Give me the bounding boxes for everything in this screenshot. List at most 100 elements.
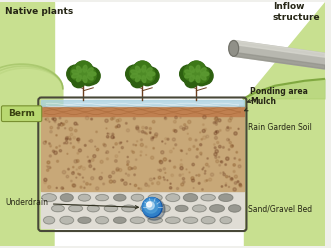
- Circle shape: [215, 117, 218, 120]
- Circle shape: [145, 183, 148, 186]
- Circle shape: [63, 188, 64, 189]
- Circle shape: [140, 151, 142, 153]
- Circle shape: [78, 69, 88, 79]
- Circle shape: [46, 166, 48, 167]
- Ellipse shape: [135, 75, 140, 82]
- Circle shape: [213, 122, 215, 124]
- Circle shape: [69, 127, 72, 131]
- Circle shape: [87, 156, 88, 157]
- Circle shape: [215, 123, 217, 125]
- Circle shape: [201, 139, 203, 140]
- Circle shape: [218, 145, 221, 148]
- Circle shape: [182, 128, 185, 130]
- Circle shape: [73, 171, 74, 173]
- Circle shape: [233, 170, 235, 173]
- Ellipse shape: [131, 194, 144, 201]
- Circle shape: [167, 138, 169, 140]
- Circle shape: [234, 157, 236, 159]
- Circle shape: [200, 152, 202, 155]
- Circle shape: [115, 155, 118, 157]
- Circle shape: [133, 144, 134, 146]
- Circle shape: [46, 118, 49, 121]
- Ellipse shape: [202, 72, 209, 76]
- Circle shape: [58, 124, 60, 126]
- Circle shape: [226, 157, 229, 160]
- Circle shape: [135, 145, 136, 146]
- Circle shape: [50, 126, 53, 129]
- Circle shape: [71, 172, 74, 175]
- Circle shape: [198, 182, 200, 184]
- Ellipse shape: [196, 65, 200, 72]
- Circle shape: [50, 146, 51, 147]
- Circle shape: [89, 184, 91, 185]
- Ellipse shape: [190, 75, 194, 82]
- Circle shape: [234, 175, 237, 178]
- Circle shape: [78, 149, 81, 152]
- Circle shape: [112, 171, 115, 174]
- Circle shape: [95, 146, 96, 147]
- Circle shape: [223, 173, 225, 176]
- Circle shape: [234, 182, 237, 184]
- Polygon shape: [234, 40, 325, 69]
- Circle shape: [173, 129, 175, 131]
- Circle shape: [195, 139, 197, 141]
- Circle shape: [173, 120, 176, 123]
- Circle shape: [70, 143, 71, 144]
- Circle shape: [134, 184, 137, 186]
- Circle shape: [52, 150, 55, 152]
- Circle shape: [84, 187, 85, 188]
- Circle shape: [229, 141, 231, 144]
- Circle shape: [163, 168, 166, 170]
- Circle shape: [221, 186, 223, 187]
- Circle shape: [54, 151, 57, 155]
- Circle shape: [137, 69, 147, 79]
- Bar: [41, 116, 244, 191]
- Circle shape: [181, 159, 182, 161]
- Circle shape: [135, 159, 137, 160]
- Ellipse shape: [190, 66, 194, 72]
- Circle shape: [57, 127, 59, 129]
- Circle shape: [194, 72, 208, 86]
- Ellipse shape: [148, 194, 162, 201]
- Circle shape: [61, 187, 64, 189]
- Circle shape: [149, 131, 151, 133]
- Circle shape: [76, 177, 77, 178]
- Circle shape: [218, 119, 221, 122]
- Circle shape: [203, 124, 204, 125]
- Circle shape: [148, 185, 150, 187]
- Ellipse shape: [76, 75, 81, 82]
- Circle shape: [191, 177, 194, 180]
- Circle shape: [233, 188, 236, 191]
- Ellipse shape: [142, 76, 146, 83]
- Circle shape: [83, 181, 85, 183]
- Circle shape: [127, 160, 129, 163]
- Circle shape: [159, 160, 163, 164]
- Circle shape: [188, 61, 205, 79]
- Circle shape: [155, 133, 158, 136]
- Circle shape: [182, 174, 183, 175]
- Ellipse shape: [148, 72, 155, 76]
- Circle shape: [237, 181, 239, 183]
- Circle shape: [188, 120, 191, 124]
- Circle shape: [134, 174, 135, 176]
- Circle shape: [109, 180, 113, 183]
- Ellipse shape: [87, 205, 99, 212]
- Text: Ponding area: Ponding area: [247, 87, 308, 102]
- Circle shape: [200, 132, 201, 133]
- Circle shape: [106, 128, 107, 129]
- Circle shape: [77, 152, 79, 154]
- Circle shape: [132, 151, 134, 154]
- Circle shape: [72, 146, 75, 148]
- Ellipse shape: [146, 75, 152, 80]
- Circle shape: [219, 164, 221, 166]
- Bar: [41, 100, 244, 106]
- Circle shape: [184, 65, 199, 81]
- Ellipse shape: [175, 206, 188, 211]
- Circle shape: [137, 141, 138, 142]
- Circle shape: [206, 163, 208, 166]
- Circle shape: [188, 148, 191, 151]
- Circle shape: [100, 160, 103, 163]
- Circle shape: [57, 160, 59, 162]
- Circle shape: [65, 128, 66, 129]
- Circle shape: [99, 176, 102, 180]
